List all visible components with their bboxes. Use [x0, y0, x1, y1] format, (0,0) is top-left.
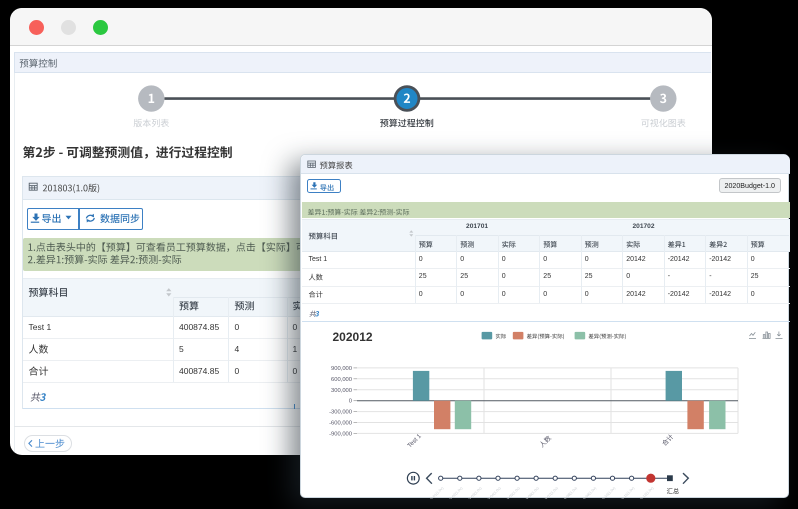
- svg-text:-900,000: -900,000: [329, 431, 352, 437]
- svg-text:Test 1: Test 1: [406, 432, 423, 449]
- svg-text:2019-12(1.0v): 2019-12(1.0v): [635, 486, 654, 499]
- svg-text:2019-08(1.0v): 2019-08(1.0v): [559, 486, 578, 499]
- svg-text:300,000: 300,000: [331, 388, 352, 394]
- svg-text:2019-04(1.0v): 2019-04(1.0v): [483, 486, 502, 499]
- svg-text:2019-05(1.0v): 2019-05(1.0v): [502, 486, 521, 499]
- svg-text:-300,000: -300,000: [329, 410, 352, 416]
- svg-text:2019-02(1.0v): 2019-02(1.0v): [444, 486, 463, 499]
- svg-text:0: 0: [349, 399, 352, 405]
- svg-text:2019-11(1.0v): 2019-11(1.0v): [616, 486, 635, 499]
- svg-text:600,000: 600,000: [331, 377, 352, 383]
- svg-text:2019-10(1.0v): 2019-10(1.0v): [597, 486, 616, 499]
- svg-text:2019-01(1.0v): 2019-01(1.0v): [425, 486, 444, 499]
- svg-text:2019-06(1.0v): 2019-06(1.0v): [521, 486, 540, 499]
- svg-text:2019-09(1.0v): 2019-09(1.0v): [578, 486, 597, 499]
- svg-text:2019-07(1.0v): 2019-07(1.0v): [540, 486, 559, 499]
- svg-text:2019-03(1.0v): 2019-03(1.0v): [464, 486, 483, 499]
- svg-text:-600,000: -600,000: [329, 421, 352, 427]
- svg-text:900,000: 900,000: [331, 366, 352, 372]
